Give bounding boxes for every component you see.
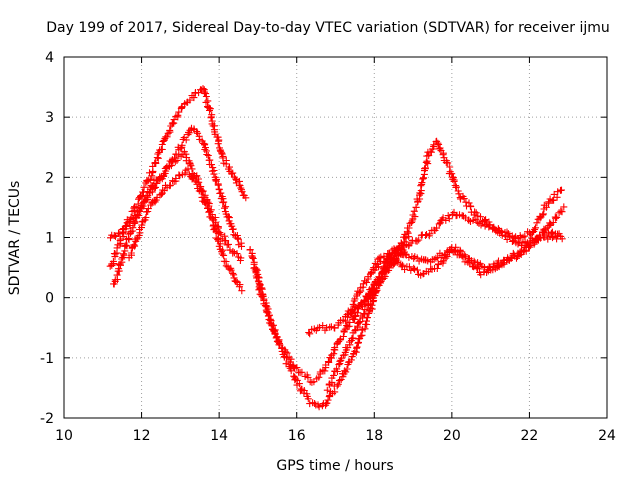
point-markers [323,186,565,394]
point-markers [125,165,246,295]
x-tick-label: 16 [288,428,306,444]
y-tick-label: 3 [45,110,54,126]
y-tick-label: -1 [40,351,54,367]
series-track-10 [371,232,562,279]
chart-title: Day 199 of 2017, Sidereal Day-to-day VTE… [46,20,610,36]
point-markers [371,232,562,279]
y-tick-label: 4 [45,50,54,66]
y-axis-label: SDTVAR / TECUs [7,181,23,296]
grid [64,57,607,418]
x-tick-label: 10 [55,428,73,444]
x-tick-label: 18 [365,428,383,444]
point-markers [106,85,250,270]
y-tick-label: 0 [45,291,54,307]
x-tick-label: 22 [521,428,539,444]
point-markers [107,124,245,250]
x-tick-label: 24 [598,428,616,444]
data-points [106,85,568,411]
series-track-4 [125,165,246,295]
x-tick-label: 14 [210,428,228,444]
x-tick-label: 12 [133,428,151,444]
y-tick-label: 2 [45,170,54,186]
series-track-2 [106,85,250,270]
y-tick-label: -2 [40,411,54,427]
series-track-9 [343,203,568,318]
x-axis-label: GPS time / hours [276,458,393,474]
series-track-1 [107,124,245,250]
y-tick-label: 1 [45,231,54,247]
series-track-8 [323,186,565,394]
point-markers [343,203,568,318]
x-tick-label: 20 [443,428,461,444]
